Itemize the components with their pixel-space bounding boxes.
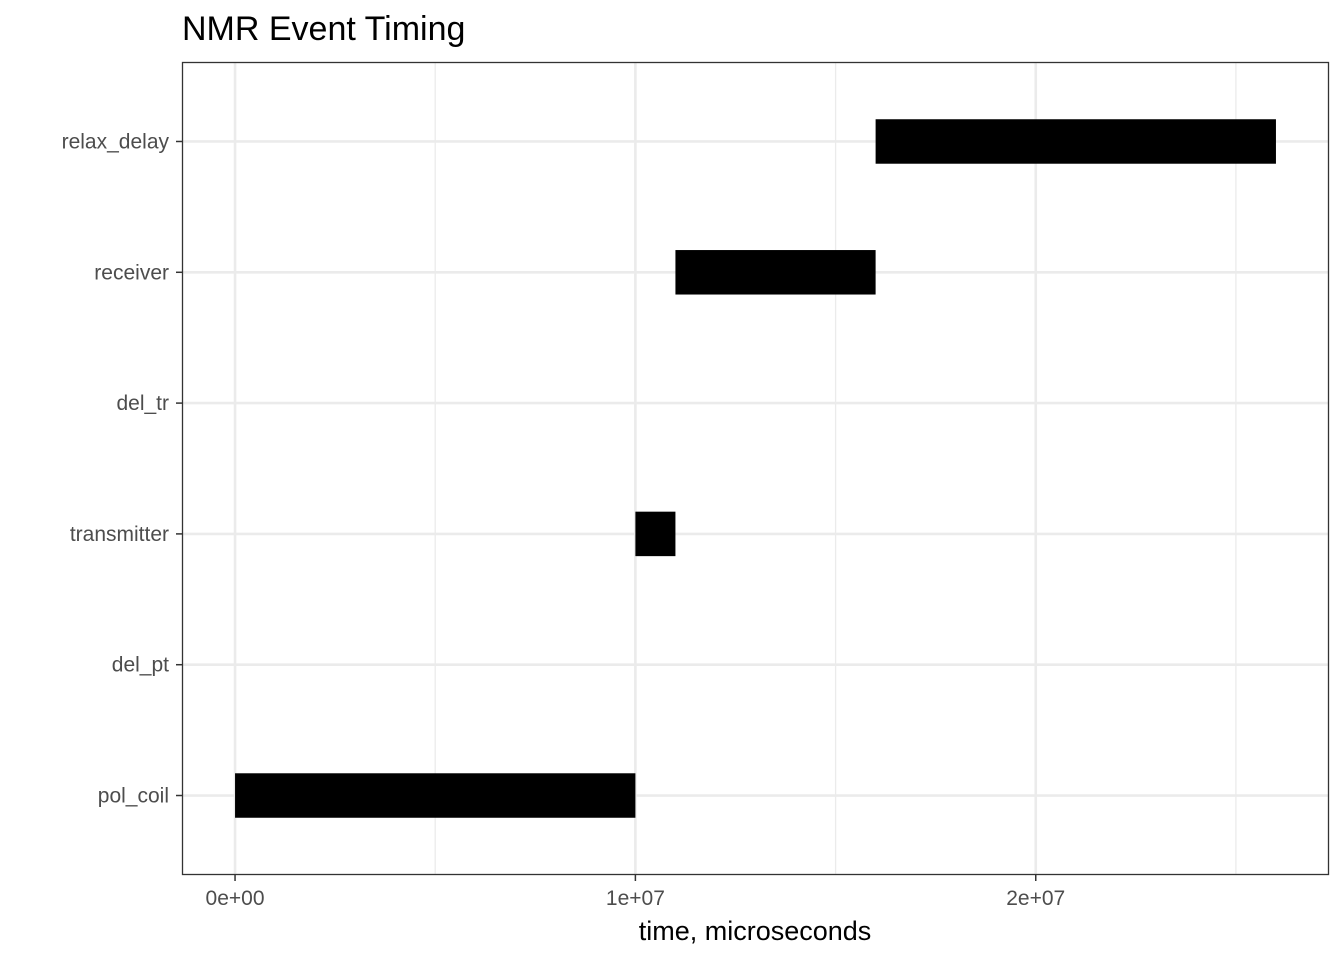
bar-receiver <box>675 250 876 295</box>
y-tick-label-relax_delay: relax_delay <box>62 130 170 153</box>
grid-lines <box>183 63 1328 874</box>
y-tick-label-del_pt: del_pt <box>112 654 169 677</box>
y-axis-ticks: pol_coil del_pt transmitter del_tr receiver r… <box>62 130 183 808</box>
panel-border <box>181 61 1330 876</box>
x-tick-label: 2e+07 <box>1006 887 1065 910</box>
y-tick-label-pol_coil: pol_coil <box>98 785 169 808</box>
chart-title: NMR Event Timing <box>182 10 465 48</box>
y-tick-label-transmitter: transmitter <box>70 523 169 546</box>
x-tick-label: 0e+00 <box>206 887 265 910</box>
bar-layer <box>235 119 1276 818</box>
x-axis-ticks: 0e+00 1e+07 2e+07 <box>206 874 1065 910</box>
bar-transmitter <box>635 511 676 557</box>
x-axis-title: time, microseconds <box>639 916 872 946</box>
x-tick-label: 1e+07 <box>606 887 665 910</box>
y-tick-label-receiver: receiver <box>94 261 169 284</box>
bar-relax_delay <box>875 119 1276 164</box>
bar-pol_coil <box>235 773 636 818</box>
y-tick-label-del_tr: del_tr <box>116 392 169 415</box>
